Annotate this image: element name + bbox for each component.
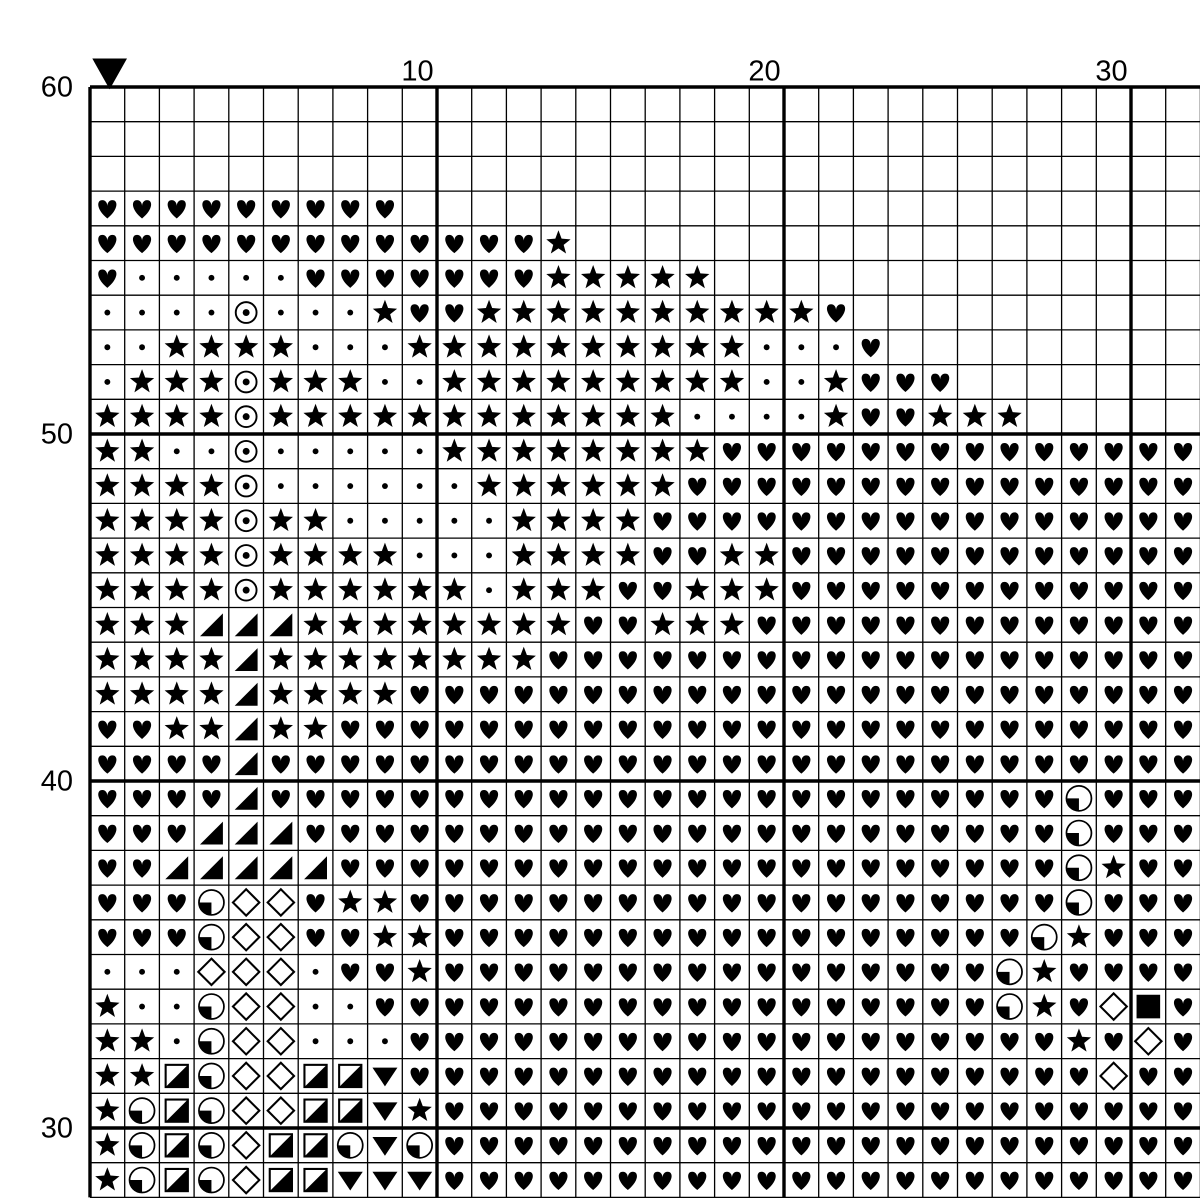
svg-text:60: 60 <box>41 72 73 104</box>
svg-text:30: 30 <box>1095 55 1127 87</box>
svg-text:10: 10 <box>401 55 433 87</box>
svg-text:20: 20 <box>748 55 780 87</box>
svg-text:30: 30 <box>41 1113 73 1145</box>
svg-text:40: 40 <box>41 766 73 798</box>
svg-text:50: 50 <box>41 419 73 451</box>
